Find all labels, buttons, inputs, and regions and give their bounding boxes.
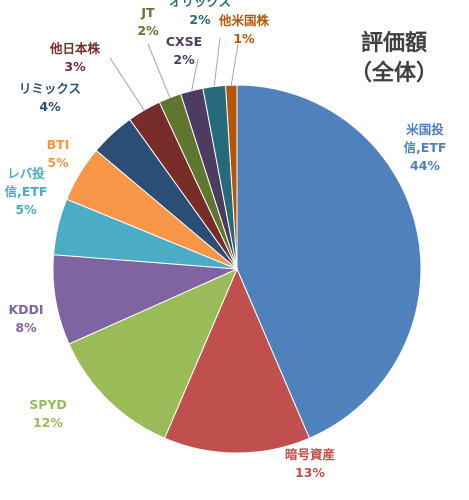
slice-label: レバ投信,ETF 5% xyxy=(5,166,48,217)
slice-label: 米国投信,ETF 44% xyxy=(404,122,447,173)
leader-lines xyxy=(109,37,239,111)
chart-title: 評価額（全体） xyxy=(350,30,438,86)
leader-line xyxy=(147,43,171,98)
slice-label: KDDI 8% xyxy=(8,302,43,335)
pie-slice xyxy=(52,254,238,345)
slice-label: 暗号資産 13% xyxy=(285,447,335,480)
slice-label: SPYD 12% xyxy=(29,397,67,430)
leader-line xyxy=(213,37,221,87)
pie-slice xyxy=(163,267,311,454)
slice-label: CXSE 2% xyxy=(166,34,202,67)
leader-line xyxy=(109,57,145,111)
slice-label: オリックス 2% xyxy=(169,0,231,27)
slice-label: JT 2% xyxy=(137,5,159,38)
pie-slice xyxy=(68,268,238,439)
slice-label: BTI 5% xyxy=(47,137,70,170)
pie-slices xyxy=(52,84,422,454)
slice-label: 他米国株 1% xyxy=(218,13,270,46)
slice-label: リミックス 4% xyxy=(19,81,81,114)
pie-slice xyxy=(225,84,238,270)
pie-slice xyxy=(236,84,422,439)
slice-labels: 米国投信,ETF 44% 暗号資産 13% SPYD 12% KDDI 8% レバ投信,ETF 5… xyxy=(5,0,447,480)
leader-line xyxy=(230,43,239,86)
leader-line xyxy=(191,58,199,91)
slice-label: 他日本株 3% xyxy=(49,41,101,74)
